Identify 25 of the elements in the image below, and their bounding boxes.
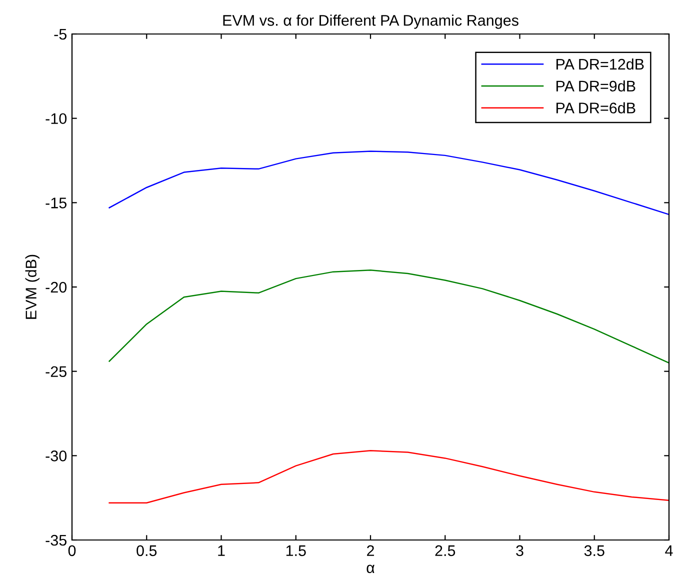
x-tick-label: 2.5	[435, 545, 456, 556]
y-tick-label: -15	[46, 198, 66, 208]
x-tick-label: 2	[367, 545, 374, 556]
legend-label: PA DR=6dB	[556, 102, 636, 114]
line-series	[108, 450, 669, 504]
y-tick-label: -35	[46, 534, 66, 546]
chart-title: EVM vs. α for Different PA Dynamic Ranges	[223, 14, 518, 29]
x-tick-label: 3	[516, 545, 524, 556]
legend-label: PA DR=12dB	[556, 58, 644, 70]
x-tick-label: 0.5	[136, 545, 157, 556]
x-tick-label: 3.5	[584, 545, 604, 556]
line-series	[108, 150, 669, 216]
x-tick-label: 4	[665, 545, 673, 556]
x-tick-label: 0	[68, 545, 76, 556]
y-tick-label: -5	[54, 29, 66, 40]
y-tick-label: -20	[46, 282, 67, 293]
y-tick-label: -10	[46, 113, 67, 124]
y-tick-label: -25	[46, 366, 66, 378]
x-tick-label: 1.5	[286, 545, 306, 556]
y-tick-label: -30	[46, 450, 67, 462]
x-tick-label: 1	[218, 545, 225, 556]
legend-label: PA DR=9dB	[556, 80, 636, 92]
y-axis-title: EVM (dB)	[25, 254, 40, 319]
x-axis-title: α	[366, 564, 374, 574]
line-series	[108, 270, 669, 364]
